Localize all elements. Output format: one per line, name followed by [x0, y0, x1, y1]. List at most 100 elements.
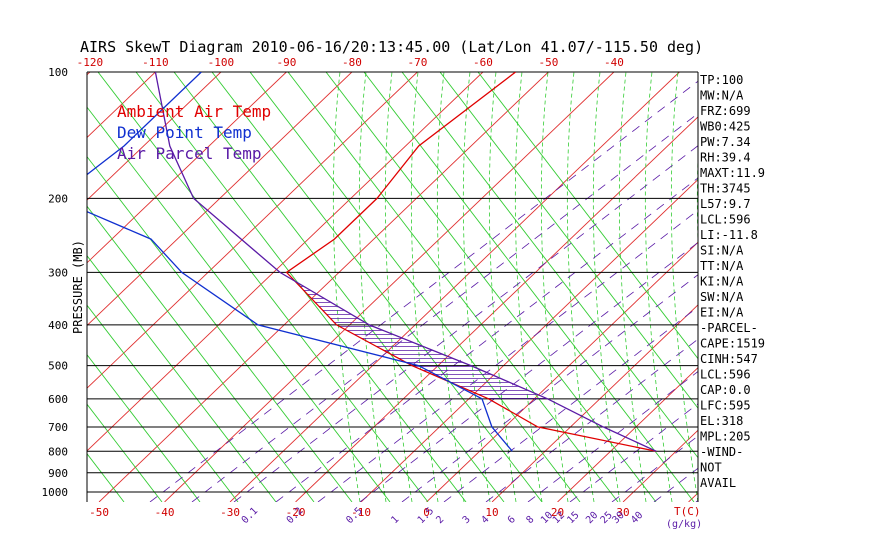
mixing-ratio-label: (g/kg): [666, 519, 702, 530]
dry-adiabat-line: [87, 403, 163, 502]
legend-item: Dew Point Temp: [117, 123, 252, 142]
isotherm-line: [229, 72, 680, 502]
index-label: L57:9.7: [700, 197, 751, 211]
isotherm-line: [87, 72, 353, 327]
index-label: CINH:547: [700, 352, 758, 366]
moist-adiabat-line: [410, 72, 439, 502]
series-line: [154, 72, 657, 452]
bottom-temp-tick-label: -20: [286, 506, 306, 519]
index-label: TT:N/A: [700, 259, 744, 273]
dry-adiabat-line: [87, 254, 277, 502]
bottom-temp-tick-label: -30: [220, 506, 240, 519]
bottom-temp-ticks: -50 -40 -30 -20 -10 0 10 20 30: [89, 506, 630, 519]
top-temp-tick-label: -40: [604, 56, 624, 69]
dry-adiabat-line: [249, 72, 581, 502]
moist-adiabat-line: [853, 72, 870, 502]
dry-adiabat-line: [87, 155, 353, 502]
dry-adiabat-line: [325, 72, 657, 502]
series-line: [87, 72, 513, 452]
mixing-ratio-tick-label: 0.1: [240, 506, 261, 527]
isotherm-line: [87, 72, 484, 452]
bottom-temp-tick-label: -50: [89, 506, 109, 519]
mixing-ratio-tick-label: 1.5: [416, 506, 437, 527]
bottom-temp-tick-label: -40: [155, 506, 175, 519]
isotherm-line: [360, 178, 698, 502]
moist-adiabat-line: [618, 72, 647, 502]
index-label: TH:3745: [700, 182, 751, 196]
index-label: AVAIL: [700, 476, 736, 490]
dry-adiabat-line: [87, 453, 125, 502]
dry-adiabat-line: [287, 72, 619, 502]
index-label: EL:318: [700, 414, 743, 428]
isotherm-line: [295, 116, 698, 502]
cape-hatching: [296, 281, 547, 399]
bottom-temp-tick-label: 0: [423, 506, 430, 519]
dry-adiabat-line: [477, 72, 698, 360]
pressure-tick-label: 200: [48, 192, 68, 205]
index-label: EI:N/A: [700, 306, 744, 320]
isotherm-line: [557, 366, 698, 502]
dry-adiabat-line: [173, 72, 505, 502]
legend-item: Air Parcel Temp: [117, 144, 262, 163]
index-label: CAP:0.0: [700, 383, 751, 397]
isotherm-line: [491, 304, 698, 502]
index-label: -PARCEL-: [700, 321, 758, 335]
mixing-ratio-line: [738, 72, 870, 502]
mixing-ratio-tick-label: 40: [629, 510, 645, 526]
pressure-tick-label: 600: [48, 393, 68, 406]
dry-adiabat-line: [401, 72, 698, 459]
y-axis-label: PRESSURE (MB): [71, 240, 85, 334]
mixing-ratio-line: [233, 145, 698, 502]
moist-adiabat-line: [592, 72, 621, 502]
index-label: SI:N/A: [700, 244, 744, 258]
moist-adiabat-line: [358, 72, 387, 502]
mixing-ratio-tick-label: 3: [461, 514, 473, 526]
index-label: TP:100: [700, 73, 743, 87]
moist-adiabat-line: [436, 72, 465, 502]
mixing-ratio-tick-label: 2: [434, 514, 446, 526]
isotherm-line: [87, 72, 287, 264]
index-label: MW:N/A: [700, 89, 744, 103]
pressure-tick-label: 700: [48, 421, 68, 434]
index-label: LCL:596: [700, 213, 751, 227]
moist-adiabat-line: [827, 72, 854, 502]
top-temp-tick-label: -70: [407, 56, 427, 69]
index-label: NOT: [700, 461, 722, 475]
legend-item: Ambient Air Temp: [117, 102, 271, 121]
dry-adiabat-line: [439, 72, 698, 409]
bottom-temp-tick-label: 30: [616, 506, 629, 519]
mixing-ratio-line: [275, 177, 698, 502]
pressure-tick-label: 900: [48, 467, 68, 480]
dry-adiabat-line: [87, 106, 391, 502]
pressure-ticks: 100 200 300 400 500 600 700 800 900 1000: [42, 66, 69, 499]
index-label: WB0:425: [700, 120, 751, 134]
mixing-ratio-tick-label: 15: [565, 510, 581, 526]
isotherm-line: [754, 72, 870, 502]
dry-adiabat-line: [363, 72, 695, 502]
dry-adiabat-line: [211, 72, 543, 502]
pressure-tick-label: 800: [48, 445, 68, 458]
index-label: LFC:595: [700, 399, 751, 413]
dry-adiabat-line: [87, 354, 201, 502]
pressure-tick-label: 500: [48, 360, 68, 373]
isotherm-line: [0, 72, 24, 502]
mixing-ratio-line: [317, 209, 698, 502]
moist-adiabat-line: [332, 72, 361, 502]
index-label: FRZ:699: [700, 104, 751, 118]
series-lines: [87, 72, 657, 452]
top-temp-ticks: -120 -110 -100 -90 -80 -70 -60 -50 -40: [77, 56, 624, 69]
isotherm-line: [87, 72, 222, 201]
top-temp-tick-label: -100: [208, 56, 235, 69]
index-label: PW:7.34: [700, 135, 751, 149]
chart-title: AIRS SkewT Diagram 2010-06-16/20:13:45.0…: [80, 38, 703, 56]
pressure-tick-label: 300: [48, 266, 68, 279]
mixing-ratio-line: [653, 467, 698, 502]
dry-adiabat-line: [97, 72, 429, 502]
index-label: LI:-11.8: [700, 228, 758, 242]
bottom-temp-tick-label: 10: [485, 506, 498, 519]
top-temp-tick-label: -60: [473, 56, 493, 69]
mixing-ratio-line: [191, 112, 698, 502]
legend: Ambient Air Temp Dew Point Temp Air Parc…: [117, 102, 271, 163]
